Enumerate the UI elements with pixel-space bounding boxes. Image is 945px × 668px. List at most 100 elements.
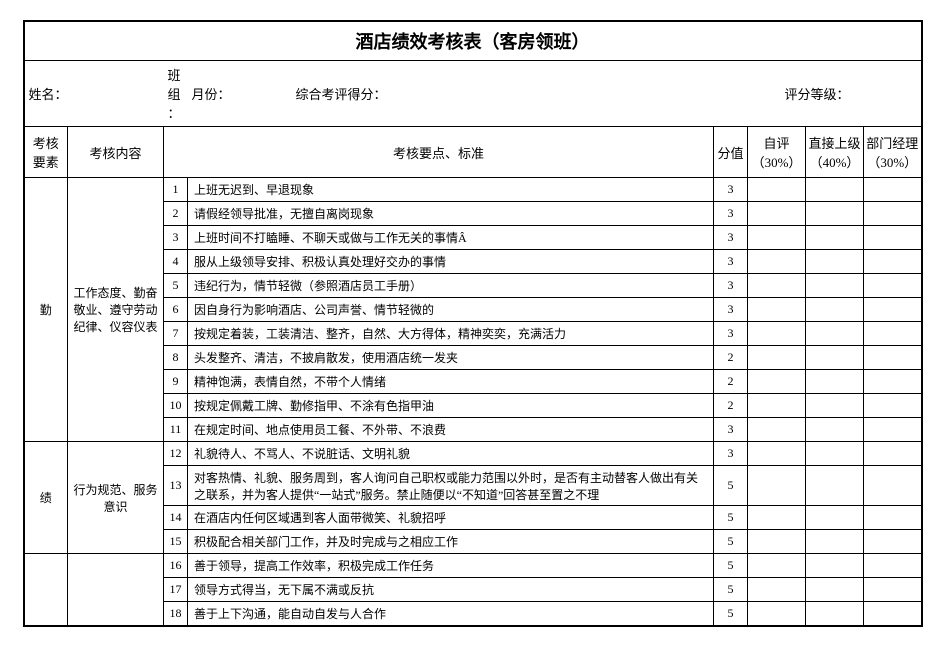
hdr-supervisor: 直接上级（40%） xyxy=(806,127,864,178)
eval-cell[interactable] xyxy=(748,202,806,226)
eval-cell[interactable] xyxy=(748,602,806,626)
eval-cell[interactable] xyxy=(864,298,922,322)
score-cell: 2 xyxy=(714,370,748,394)
eval-cell[interactable] xyxy=(806,466,864,506)
eval-cell[interactable] xyxy=(806,602,864,626)
eval-cell[interactable] xyxy=(864,578,922,602)
element-cell: 勤 xyxy=(24,178,68,442)
content-cell: 行为规范、服务意识 xyxy=(68,442,164,554)
eval-cell[interactable] xyxy=(748,506,806,530)
hdr-content: 考核内容 xyxy=(68,127,164,178)
eval-cell[interactable] xyxy=(864,178,922,202)
row-number: 14 xyxy=(164,506,188,530)
row-number: 11 xyxy=(164,418,188,442)
element-cell xyxy=(24,554,68,626)
eval-cell[interactable] xyxy=(864,466,922,506)
eval-cell[interactable] xyxy=(806,394,864,418)
score-cell: 5 xyxy=(714,506,748,530)
header-row: 考核要素 考核内容 考核要点、标准 分值 自评（30%） 直接上级（40%） 部… xyxy=(24,127,922,178)
eval-cell[interactable] xyxy=(748,530,806,554)
eval-cell[interactable] xyxy=(748,370,806,394)
eval-cell[interactable] xyxy=(864,554,922,578)
eval-cell[interactable] xyxy=(864,346,922,370)
score-cell: 3 xyxy=(714,274,748,298)
score-cell: 3 xyxy=(714,250,748,274)
eval-cell[interactable] xyxy=(864,370,922,394)
appraisal-table: 酒店绩效考核表（客房领班） 姓名： 班组： 月份： 综合考评得分： 评分等级： … xyxy=(23,20,923,627)
eval-cell[interactable] xyxy=(806,346,864,370)
eval-cell[interactable] xyxy=(864,530,922,554)
criteria-cell: 因自身行为影响酒店、公司声誉、情节轻微的 xyxy=(188,298,714,322)
eval-cell[interactable] xyxy=(864,442,922,466)
row-number: 13 xyxy=(164,466,188,506)
criteria-cell: 服从上级领导安排、积极认真处理好交办的事情 xyxy=(188,250,714,274)
eval-cell[interactable] xyxy=(806,506,864,530)
hdr-score: 分值 xyxy=(714,127,748,178)
criteria-cell: 对客热情、礼貌、服务周到，客人询问自己职权或能力范围以外时，是否有主动替客人做出… xyxy=(188,466,714,506)
form-title: 酒店绩效考核表（客房领班） xyxy=(24,21,922,61)
score-cell: 2 xyxy=(714,394,748,418)
eval-cell[interactable] xyxy=(806,322,864,346)
eval-cell[interactable] xyxy=(748,466,806,506)
eval-cell[interactable] xyxy=(864,394,922,418)
eval-cell[interactable] xyxy=(806,226,864,250)
score-cell: 2 xyxy=(714,346,748,370)
criteria-cell: 上班无迟到、早退现象 xyxy=(188,178,714,202)
hdr-element: 考核要素 xyxy=(24,127,68,178)
criteria-cell: 违纪行为，情节轻微（参照酒店员工手册） xyxy=(188,274,714,298)
eval-cell[interactable] xyxy=(748,274,806,298)
eval-cell[interactable] xyxy=(748,322,806,346)
appraisal-sheet: 酒店绩效考核表（客房领班） 姓名： 班组： 月份： 综合考评得分： 评分等级： … xyxy=(23,20,923,627)
row-number: 6 xyxy=(164,298,188,322)
eval-cell[interactable] xyxy=(748,298,806,322)
eval-cell[interactable] xyxy=(864,418,922,442)
criteria-cell: 请假经领导批准，无擅自离岗现象 xyxy=(188,202,714,226)
eval-cell[interactable] xyxy=(806,202,864,226)
eval-cell[interactable] xyxy=(864,226,922,250)
eval-cell[interactable] xyxy=(748,178,806,202)
label-level: 评分等级： xyxy=(714,61,922,127)
eval-cell[interactable] xyxy=(864,274,922,298)
eval-cell[interactable] xyxy=(806,370,864,394)
eval-cell[interactable] xyxy=(748,394,806,418)
criteria-cell: 按规定佩戴工牌、勤修指甲、不涂有色指甲油 xyxy=(188,394,714,418)
info-row: 姓名： 班组： 月份： 综合考评得分： 评分等级： xyxy=(24,61,922,127)
label-month: 月份： xyxy=(192,87,231,102)
score-cell: 3 xyxy=(714,298,748,322)
score-cell: 3 xyxy=(714,202,748,226)
criteria-cell: 上班时间不打瞌睡、不聊天或做与工作无关的事情Â xyxy=(188,226,714,250)
eval-cell[interactable] xyxy=(864,322,922,346)
eval-cell[interactable] xyxy=(806,578,864,602)
eval-cell[interactable] xyxy=(864,506,922,530)
eval-cell[interactable] xyxy=(806,442,864,466)
eval-cell[interactable] xyxy=(864,602,922,626)
row-number: 17 xyxy=(164,578,188,602)
score-cell: 3 xyxy=(714,226,748,250)
eval-cell[interactable] xyxy=(806,530,864,554)
eval-cell[interactable] xyxy=(864,202,922,226)
eval-cell[interactable] xyxy=(806,418,864,442)
eval-cell[interactable] xyxy=(806,274,864,298)
eval-cell[interactable] xyxy=(806,178,864,202)
eval-cell[interactable] xyxy=(748,442,806,466)
eval-cell[interactable] xyxy=(748,250,806,274)
eval-cell[interactable] xyxy=(806,298,864,322)
title-row: 酒店绩效考核表（客房领班） xyxy=(24,21,922,61)
content-cell: 工作态度、勤奋敬业、遵守劳动纪律、仪容仪表 xyxy=(68,178,164,442)
criteria-cell: 积极配合相关部门工作，并及时完成与之相应工作 xyxy=(188,530,714,554)
eval-cell[interactable] xyxy=(806,250,864,274)
eval-cell[interactable] xyxy=(806,554,864,578)
row-number: 12 xyxy=(164,442,188,466)
eval-cell[interactable] xyxy=(748,346,806,370)
hdr-criteria: 考核要点、标准 xyxy=(164,127,714,178)
eval-cell[interactable] xyxy=(864,250,922,274)
eval-cell[interactable] xyxy=(748,226,806,250)
eval-cell[interactable] xyxy=(748,578,806,602)
table-row: 绩行为规范、服务意识12礼貌待人、不骂人、不说脏话、文明礼貌3 xyxy=(24,442,922,466)
row-number: 5 xyxy=(164,274,188,298)
eval-cell[interactable] xyxy=(748,554,806,578)
eval-cell[interactable] xyxy=(748,418,806,442)
table-row: 16善于领导，提高工作效率，积极完成工作任务5 xyxy=(24,554,922,578)
label-name: 姓名： xyxy=(24,61,164,127)
score-cell: 5 xyxy=(714,602,748,626)
